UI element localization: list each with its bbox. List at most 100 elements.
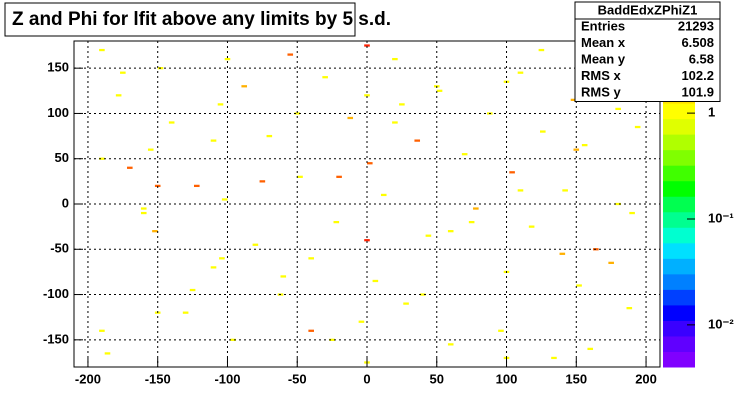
cell	[468, 220, 475, 224]
cell	[224, 57, 231, 61]
cell	[562, 189, 568, 192]
palette-band	[663, 134, 695, 151]
cell	[626, 307, 633, 310]
cell	[392, 57, 398, 61]
cell	[280, 275, 287, 278]
cell	[230, 338, 236, 341]
x-tick-label: -150	[145, 371, 171, 386]
plot-border	[73, 40, 661, 368]
cell	[551, 356, 557, 360]
cell	[517, 71, 524, 74]
stats-label: Mean x	[581, 35, 626, 50]
cell	[364, 94, 370, 97]
cell	[104, 352, 111, 355]
stats-value: 101.9	[681, 85, 714, 100]
cell	[447, 230, 454, 233]
cell	[182, 311, 189, 314]
cell	[581, 144, 588, 147]
stats-label: RMS y	[581, 85, 622, 100]
cell	[573, 148, 580, 151]
cell	[308, 329, 314, 332]
cell	[152, 230, 158, 233]
cell	[210, 139, 217, 142]
x-tick-label: -100	[214, 371, 240, 386]
cell	[189, 288, 196, 292]
palette-band	[663, 258, 695, 275]
cell	[99, 329, 105, 332]
y-tick-label: -150	[43, 331, 69, 346]
palette-band	[663, 351, 695, 368]
cell	[347, 116, 354, 120]
cell	[217, 103, 224, 106]
z-tick-label: 10⁻¹	[708, 210, 734, 225]
cell	[140, 211, 147, 215]
palette-band	[663, 211, 695, 228]
cell	[587, 347, 594, 351]
cell	[99, 157, 105, 160]
cell	[540, 130, 546, 133]
cell	[115, 94, 122, 97]
cell	[399, 103, 405, 106]
palette-band	[663, 242, 695, 259]
cell	[333, 220, 340, 224]
chart-title: Z and Phi for lfit above any limits by 5…	[12, 9, 391, 30]
cell	[498, 329, 504, 332]
cell	[154, 184, 161, 188]
cell	[509, 171, 515, 174]
cell	[336, 175, 342, 178]
cell	[392, 121, 398, 124]
y-tick-label: 150	[47, 60, 69, 75]
cell	[634, 125, 641, 129]
stats-value: 6.58	[689, 52, 714, 67]
z-tick-label: 1	[708, 105, 715, 120]
x-tick-label: 0	[363, 371, 370, 386]
stats-value: 21293	[678, 19, 714, 34]
cell	[367, 162, 373, 165]
palette-band	[663, 273, 695, 290]
cell	[608, 261, 614, 264]
plot-frame	[74, 41, 660, 367]
cell	[414, 139, 421, 142]
palette-band	[663, 180, 695, 197]
cell	[473, 207, 479, 210]
cell	[538, 48, 545, 52]
cell	[308, 257, 314, 260]
y-tick-label: 50	[55, 150, 69, 165]
cell	[140, 207, 147, 210]
palette-band	[663, 320, 695, 337]
palette-band	[663, 304, 695, 321]
cell	[219, 257, 225, 260]
cell	[120, 71, 126, 74]
z-tick-label: 10⁻²	[708, 316, 734, 331]
cell	[576, 284, 582, 287]
palette-band	[663, 149, 695, 166]
cell	[559, 252, 566, 255]
palette-band	[663, 165, 695, 182]
cell	[425, 234, 432, 237]
cell	[436, 89, 443, 92]
cell	[221, 198, 228, 201]
cell	[461, 153, 468, 156]
palette-band	[663, 118, 695, 135]
stats-value: 102.2	[681, 68, 714, 83]
stats-label: RMS x	[581, 68, 622, 83]
stats-value: 6.508	[681, 35, 714, 50]
cell	[147, 148, 154, 151]
x-tick-label: 200	[635, 371, 657, 386]
cell	[372, 279, 379, 283]
palette-band	[663, 289, 695, 306]
x-tick-label: -50	[288, 371, 307, 386]
cell	[420, 293, 426, 296]
stats-title: BaddEdxZPhiZ1	[598, 2, 698, 17]
cell	[287, 53, 294, 56]
cell	[615, 202, 621, 206]
palette-band	[663, 103, 695, 120]
x-tick-label: 50	[430, 371, 444, 386]
cell	[193, 184, 200, 188]
cell	[447, 343, 454, 346]
y-tick-label: -100	[43, 286, 69, 301]
cell	[528, 225, 535, 228]
cell	[629, 211, 635, 215]
cell	[364, 239, 370, 242]
